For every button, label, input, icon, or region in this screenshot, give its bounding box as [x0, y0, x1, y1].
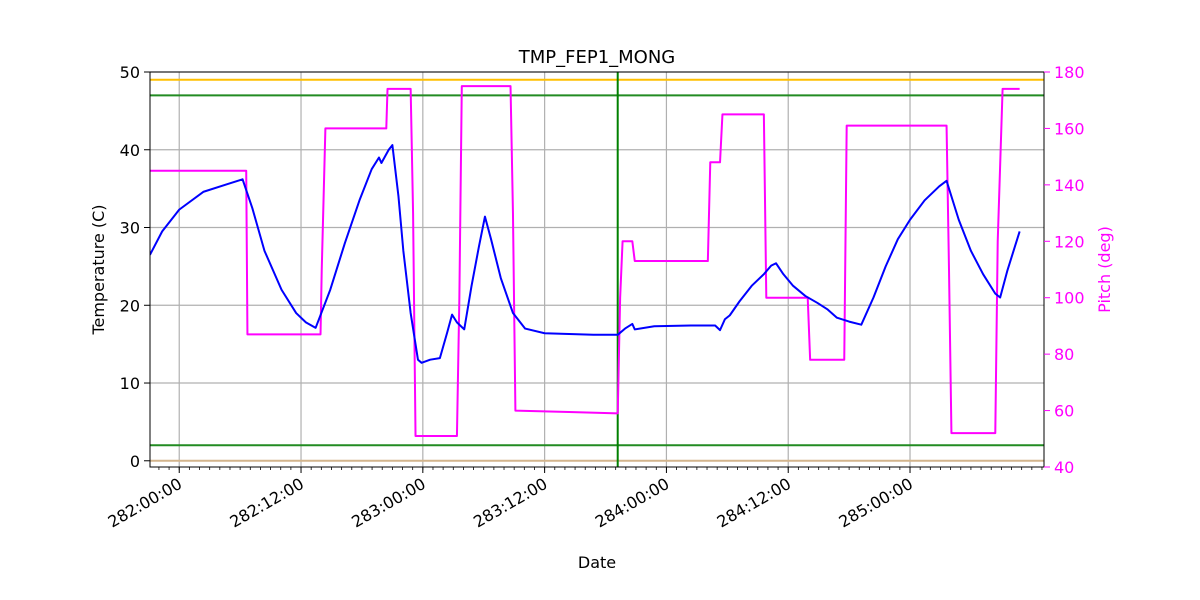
x-tick-label: 285:00:00 [835, 474, 916, 531]
chart-title: TMP_FEP1_MONG [518, 47, 676, 68]
y-tick-label: 20 [120, 296, 140, 315]
y2-tick-label: 60 [1054, 402, 1074, 421]
y2-tick-label: 160 [1054, 119, 1085, 138]
y-tick-label: 40 [120, 141, 140, 160]
x-tick-label: 282:12:00 [226, 474, 307, 531]
y-axis-title: Temperature (C) [89, 204, 108, 335]
reference-lines [150, 72, 1044, 467]
y2-axis-title: Pitch (deg) [1095, 226, 1114, 313]
grid-layer [150, 71, 1044, 467]
y2-tick-label: 180 [1054, 63, 1085, 82]
y2-tick-label: 100 [1054, 289, 1085, 308]
y-tick-label: 0 [130, 452, 140, 471]
x-axis-title: Date [578, 553, 616, 572]
x-tick-label: 284:00:00 [592, 474, 673, 531]
x-tick-label: 284:12:00 [714, 474, 795, 531]
y-tick-label: 10 [120, 374, 140, 393]
y2-tick-label: 40 [1054, 458, 1074, 477]
x-tick-label: 282:00:00 [105, 474, 186, 531]
y2-tick-label: 140 [1054, 176, 1085, 195]
y2-tick-label: 80 [1054, 345, 1074, 364]
pitch-series-line [150, 85, 1020, 437]
x-tick-label: 283:00:00 [348, 474, 429, 531]
y-tick-label: 50 [120, 63, 140, 82]
y2-tick-label: 120 [1054, 232, 1085, 251]
plot-frame [149, 71, 1045, 468]
temperature-series-line [150, 144, 1021, 364]
series-layer [150, 85, 1021, 437]
y-tick-label: 30 [120, 219, 140, 238]
x-tick-label: 283:12:00 [470, 474, 551, 531]
